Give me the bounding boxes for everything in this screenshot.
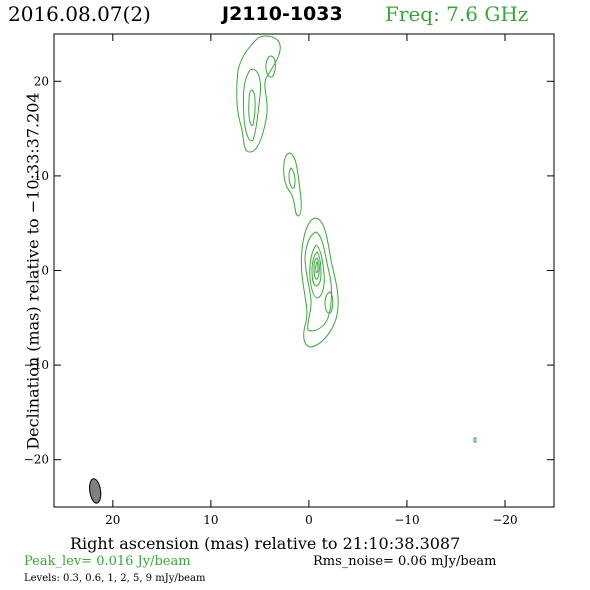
source-name: J2110-1033 <box>222 3 343 25</box>
y-tick-label: −20 <box>24 453 49 467</box>
outer-jet-contours <box>236 35 281 153</box>
x-tick-label: −10 <box>394 513 419 527</box>
contour-levels: Levels: 0.3, 0.6, 1, 2, 5, 9 mJy/beam <box>24 573 206 584</box>
y-tick-label: 20 <box>34 74 49 88</box>
x-tick-label: 0 <box>305 513 313 527</box>
x-tick-labels: 20 10 0 −10 −20 <box>105 513 517 527</box>
axis-ticks <box>54 34 554 507</box>
y-axis-label: Declination (mas) relative to −10:33:37.… <box>23 92 43 450</box>
x-axis-label: Right ascension (mas) relative to 21:10:… <box>70 534 461 553</box>
y-tick-label: 10 <box>34 169 49 183</box>
contours <box>236 35 477 443</box>
x-tick-label: −20 <box>492 513 517 527</box>
epoch-date: 2016.08.07(2) <box>8 2 151 26</box>
beam-ellipse <box>89 478 102 504</box>
x-tick-label: 10 <box>203 513 218 527</box>
rms-noise: Rms_noise= 0.06 mJy/beam <box>313 554 497 569</box>
core-contours <box>300 217 339 348</box>
y-tick-label: 0 <box>41 264 49 278</box>
inner-jet-contours <box>283 152 302 217</box>
plot-frame <box>53 33 555 508</box>
frequency-label: Freq: 7.6 GHz <box>385 2 529 26</box>
y-tick-labels: 20 10 0 −10 −20 <box>24 74 49 466</box>
y-tick-label: −10 <box>24 358 49 372</box>
x-tick-label: 20 <box>105 513 120 527</box>
peak-level: Peak_lev= 0.016 Jy/beam <box>24 554 191 569</box>
faint-spot-contour <box>473 437 477 443</box>
